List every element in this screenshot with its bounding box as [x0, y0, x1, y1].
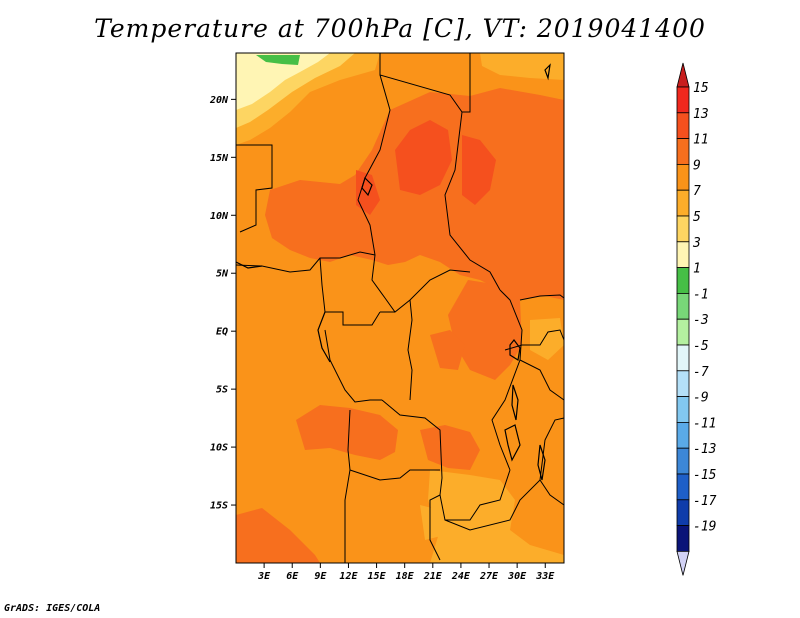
- lat-tick-label: 20N: [209, 95, 229, 106]
- lat-tick-label: 10N: [210, 211, 229, 222]
- colorbar-swatch: [676, 344, 690, 372]
- colorbar-swatch: [676, 396, 690, 423]
- credit-label: GrADS: IGES/COLA: [4, 603, 101, 614]
- lon-tick-label: 21E: [423, 571, 443, 582]
- colorbar-label: 13: [693, 107, 709, 122]
- temp-field-7-9: [530, 318, 564, 360]
- temp-field-1-3: [256, 55, 300, 65]
- colorbar-label: 3: [692, 236, 701, 251]
- chart-title: Temperature at 700hPa [C], VT: 201904140…: [94, 14, 706, 43]
- colorbar-label: -19: [693, 520, 716, 535]
- colorbar-swatch: [676, 86, 690, 114]
- temp-field-11-13: [265, 88, 564, 300]
- temp-field-3-5: [236, 53, 330, 110]
- colorbar-swatch: [676, 215, 690, 243]
- colorbar-swatch: [676, 421, 690, 449]
- colorbar-bottom-arrow: [676, 551, 690, 576]
- colorbar-label: 11: [693, 133, 709, 148]
- colorbar-swatch: [676, 112, 690, 140]
- lon-tick-label: 12E: [339, 571, 358, 582]
- lat-tick-label: 15N: [210, 153, 229, 164]
- colorbar-label: -1: [693, 287, 709, 302]
- coastlines: [235, 63, 551, 481]
- colorbar-swatch: [676, 138, 690, 165]
- colorbar-label: -17: [693, 494, 717, 509]
- colorbar-label: -3: [693, 313, 709, 328]
- colorbar-swatch: [676, 292, 690, 320]
- colorbar-label: -15: [693, 468, 717, 483]
- colorbar-label: 5: [693, 210, 701, 225]
- lon-tick-label: 24E: [451, 571, 471, 582]
- colorbar-swatch: [676, 370, 690, 397]
- colorbar-label: -13: [693, 442, 716, 457]
- temp-field-13-15: [395, 120, 452, 195]
- colorbar-swatch: [676, 241, 690, 269]
- temp-field-11-13: [296, 405, 398, 460]
- colorbar-label: -9: [693, 391, 709, 406]
- lat-tick-label: 5S: [216, 385, 228, 396]
- lat-tick-label: EQ: [216, 327, 228, 338]
- lon-tick-label: 9E: [314, 571, 327, 582]
- temp-field-11-13: [430, 330, 465, 370]
- colorbar-label: -5: [693, 339, 709, 354]
- colorbar-label: 7: [693, 184, 701, 199]
- colorbar-label: -7: [693, 365, 709, 380]
- colorbar-swatch: [676, 267, 690, 294]
- colorbar-swatch: [676, 447, 690, 475]
- latitude-axis: 20N 15N 10N 5N EQ 5S 10S 15S: [209, 95, 236, 512]
- lon-tick-label: 18E: [396, 571, 415, 582]
- temp-field-11-13: [448, 280, 522, 380]
- colorbar-label: 1: [693, 262, 701, 277]
- colorbar-label: -11: [693, 416, 716, 431]
- lon-tick-label: 33E: [535, 571, 555, 582]
- colorbar-swatch: [676, 525, 690, 552]
- colorbar-swatch: [676, 189, 690, 217]
- lon-tick-label: 3E: [257, 571, 271, 582]
- lon-tick-label: 27E: [479, 571, 499, 582]
- lat-tick-label: 15S: [210, 501, 228, 512]
- colorbar-swatch: [676, 499, 690, 526]
- colorbar-swatch: [676, 163, 690, 191]
- lon-tick-label: 6E: [286, 571, 299, 582]
- lon-tick-label: 15E: [368, 571, 387, 582]
- temp-field-13-15: [356, 170, 380, 215]
- lon-tick-label: 30E: [507, 571, 527, 582]
- colorbar-swatch: [676, 473, 690, 501]
- colorbar: 15 13 11 9 7 5 3 1 -1 -3 -5 -7 -9 -11 -13 -15 -17 -19: [676, 62, 717, 576]
- lat-tick-label: 5N: [216, 269, 229, 280]
- colorbar-label: 9: [693, 158, 701, 173]
- temp-field-11-13: [420, 425, 480, 470]
- temp-field-7-9: [480, 53, 564, 80]
- lat-tick-label: 10S: [210, 443, 228, 454]
- country-boundaries: [235, 53, 565, 563]
- colorbar-label: 15: [693, 81, 709, 96]
- colorbar-top-arrow: [676, 62, 690, 88]
- map-frame: [235, 52, 565, 564]
- temp-field-7-9: [428, 470, 564, 563]
- longitude-axis: 3E 6E 9E 12E 15E 18E 21E 24E 27E 30E 33E: [257, 563, 555, 582]
- colorbar-swatch: [676, 318, 690, 346]
- temp-field-13-15: [462, 135, 496, 205]
- temp-field-7-9: [420, 505, 445, 540]
- temp-field-11-13: [236, 508, 320, 563]
